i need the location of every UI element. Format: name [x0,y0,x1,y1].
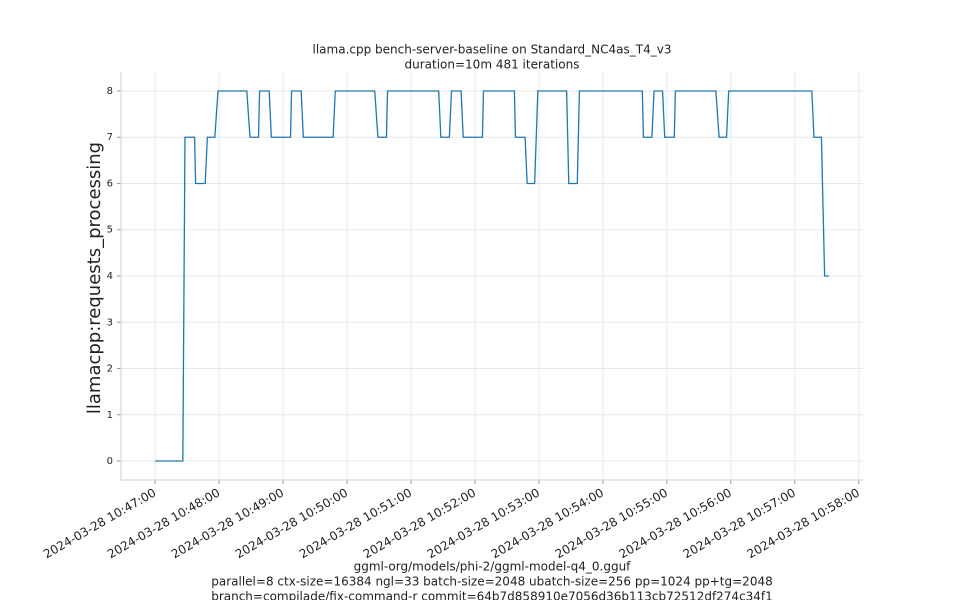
x-tick-label: 2024-03-28 10:51:00 [297,486,414,562]
y-tick-label: 5 [107,225,113,236]
y-tick-label: 7 [107,132,113,143]
x-tick-label: 2024-03-28 10:50:00 [233,486,350,562]
y-tick-label: 4 [107,271,113,282]
x-tick-label: 2024-03-28 10:52:00 [361,486,478,562]
x-tick-label: 2024-03-28 10:48:00 [105,486,222,562]
y-tick-label: 6 [107,178,113,189]
x-tick-label: 2024-03-28 10:56:00 [617,486,734,562]
x-axis-label: branch=compilade/fix-command-r commit=64… [211,590,773,600]
y-axis-label: llamacpp:requests_processing [84,142,105,414]
y-tick-label: 1 [107,410,113,421]
y-tick-label: 0 [107,456,113,467]
x-tick-label: 2024-03-28 10:55:00 [553,486,670,562]
x-tick-label: 2024-03-28 10:57:00 [681,486,798,562]
chart-subtitle: duration=10m 481 iterations [405,58,580,72]
x-tick-label: 2024-03-28 10:58:00 [745,486,862,562]
x-axis-label: parallel=8 ctx-size=16384 ngl=33 batch-s… [211,575,772,589]
chart-title: llama.cpp bench-server-baseline on Stand… [313,43,672,57]
x-tick-label: 2024-03-28 10:49:00 [169,486,286,562]
x-axis-label: ggml-org/models/phi-2/ggml-model-q4_0.gg… [354,560,632,574]
x-tick-label: 2024-03-28 10:47:00 [41,486,158,562]
y-tick-label: 8 [107,86,113,97]
x-tick-label: 2024-03-28 10:53:00 [425,486,542,562]
x-tick-label: 2024-03-28 10:54:00 [489,486,606,562]
y-tick-label: 2 [107,364,113,375]
y-tick-label: 3 [107,317,113,328]
data-line [155,90,829,462]
